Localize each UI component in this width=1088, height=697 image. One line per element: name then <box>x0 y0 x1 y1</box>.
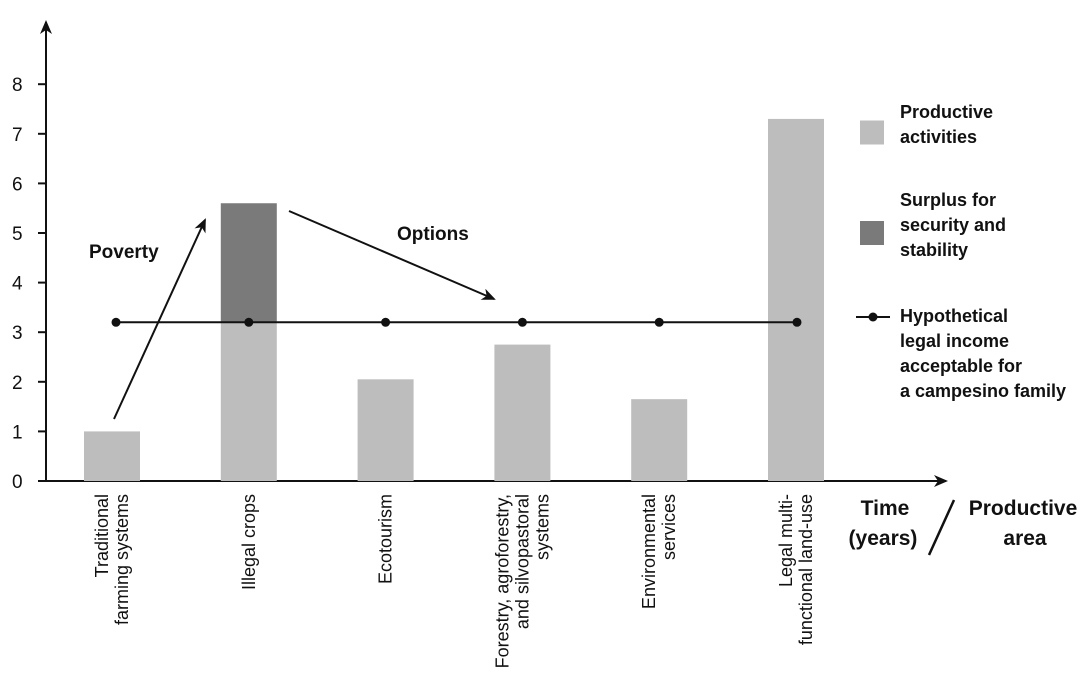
bar-productive <box>494 344 551 481</box>
legend-label: Hypothetical <box>900 306 1008 326</box>
x-title-divider <box>927 499 956 556</box>
category-label-line: Illegal crops <box>239 494 259 590</box>
y-ticks: 0 1 2 3 4 5 6 7 8 <box>12 75 46 493</box>
poverty-label: Poverty <box>89 242 159 263</box>
category-label: Ecotourism <box>376 494 396 584</box>
legend: Productive activities Surplus for security … <box>856 102 1066 401</box>
legend-label: Surplus for <box>900 190 996 210</box>
category-label: Environmental services <box>639 494 679 609</box>
income-line <box>111 317 802 327</box>
legend-label: stability <box>900 240 968 260</box>
category-label-line: Environmental <box>639 494 659 609</box>
poverty-arrow <box>113 218 206 420</box>
category-label: Traditional farming systems <box>92 494 132 625</box>
bar-productive <box>768 118 824 482</box>
income-line-point <box>381 317 391 327</box>
income-line-point <box>654 317 664 327</box>
legend-label: Productive <box>900 102 993 122</box>
y-tick-label: 4 <box>12 274 23 295</box>
category-label-line: Traditional <box>92 494 112 577</box>
category-label-line: Legal multi- <box>776 494 796 587</box>
y-tick-label: 3 <box>12 323 23 344</box>
legend-label: acceptable for <box>900 356 1022 376</box>
x-title-time: Time <box>861 497 910 520</box>
category-label: Forestry, agroforestry, and silvopastoral… <box>492 494 552 668</box>
category-label-line: services <box>659 494 679 560</box>
legend-label: a campesino family <box>900 381 1066 401</box>
legend-swatch <box>860 120 884 145</box>
x-title-productive: Productive <box>969 497 1078 520</box>
y-tick-label: 0 <box>12 472 23 493</box>
legend-label: security and <box>900 215 1006 235</box>
legend-swatch <box>860 221 884 245</box>
legend-line-dot <box>868 312 878 322</box>
category-label-line: farming systems <box>112 494 132 625</box>
y-tick-label: 8 <box>12 75 23 96</box>
bar-productive <box>631 399 688 481</box>
x-title-years: (years) <box>849 527 918 550</box>
category-labels: Traditional farming systems Illegal crops E… <box>92 494 816 668</box>
y-tick-label: 7 <box>12 125 23 146</box>
y-tick-label: 6 <box>12 174 23 195</box>
category-label-line: systems <box>532 494 552 560</box>
y-tick-label: 5 <box>12 224 23 245</box>
y-tick-label: 1 <box>12 422 23 443</box>
income-line-point <box>111 317 121 327</box>
category-label-line: and silvopastoral <box>512 494 532 629</box>
bar-productive <box>220 322 277 481</box>
x-axis-title: Time (years) Productive area <box>849 497 1078 556</box>
options-label: Options <box>397 224 469 245</box>
category-label-line: Ecotourism <box>376 494 396 584</box>
legend-label: legal income <box>900 331 1009 351</box>
options-arrow <box>288 210 496 300</box>
bar-productive <box>357 379 414 481</box>
income-line-point <box>517 317 527 327</box>
bar-surplus <box>220 203 277 323</box>
category-label: Illegal crops <box>239 494 259 590</box>
category-label-line: Forestry, agroforestry, <box>492 494 512 668</box>
bars <box>84 118 824 482</box>
y-tick-label: 2 <box>12 373 23 394</box>
x-title-area: area <box>1003 527 1047 550</box>
category-label-line: functional land-use <box>796 494 816 645</box>
bar-productive <box>84 431 140 481</box>
category-label: Legal multi-functional land-use <box>776 494 816 645</box>
income-line-point <box>792 317 802 327</box>
income-line-point <box>244 317 254 327</box>
legend-label: activities <box>900 127 977 147</box>
